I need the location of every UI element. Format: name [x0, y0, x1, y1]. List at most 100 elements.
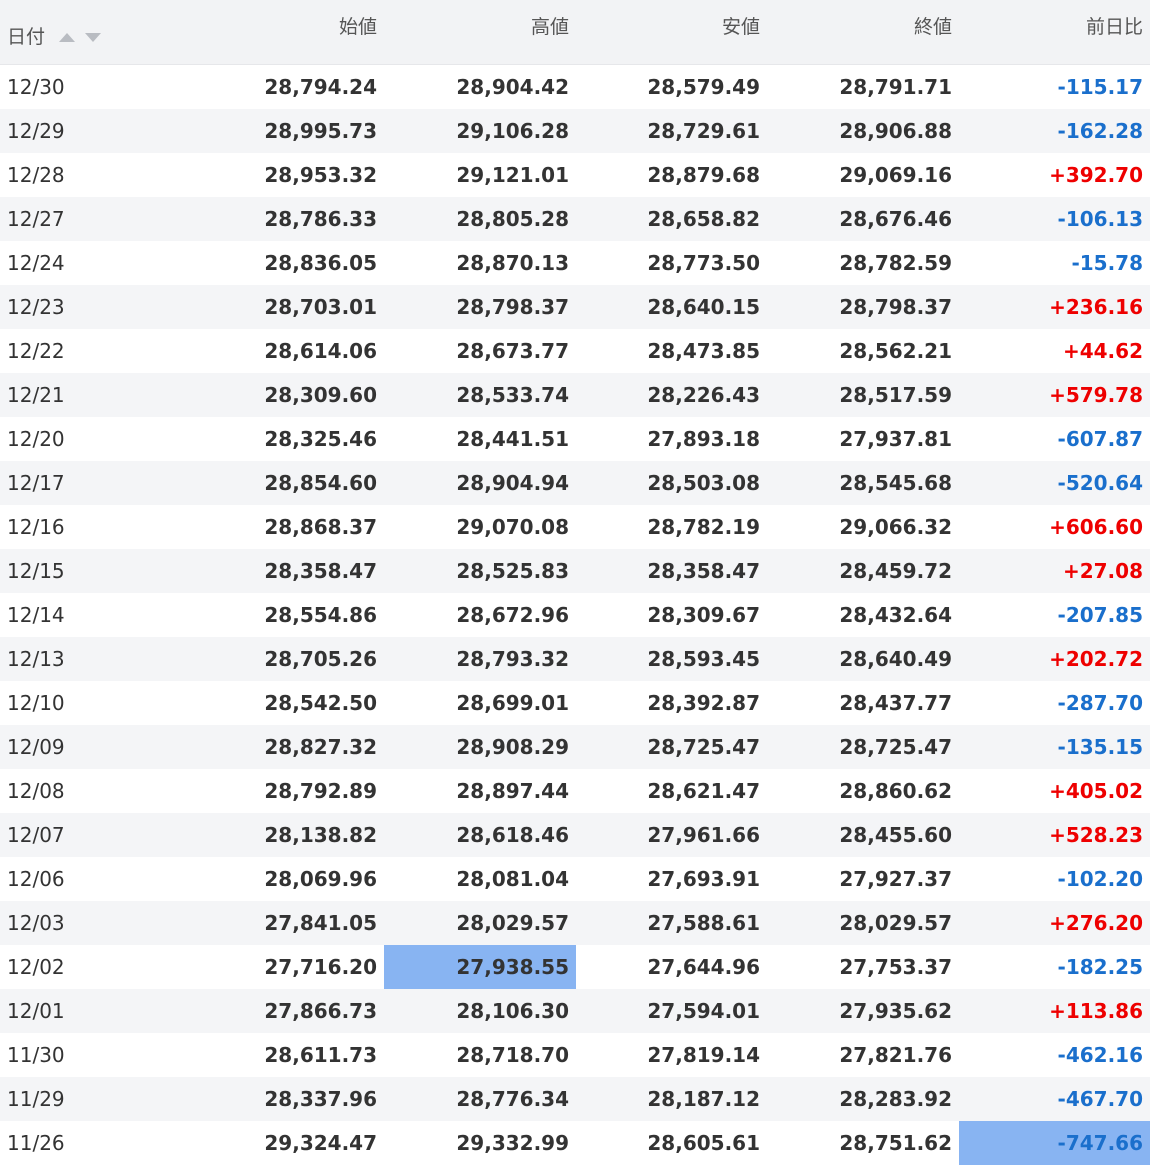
cell-open[interactable]: 28,138.82: [192, 813, 384, 857]
cell-open[interactable]: 28,554.86: [192, 593, 384, 637]
cell-change[interactable]: +405.02: [959, 769, 1150, 813]
cell-date[interactable]: 12/29: [0, 109, 192, 153]
cell-high[interactable]: 28,533.74: [384, 373, 576, 417]
cell-low[interactable]: 27,594.01: [576, 989, 767, 1033]
cell-high[interactable]: 29,070.08: [384, 505, 576, 549]
cell-low[interactable]: 27,644.96: [576, 945, 767, 989]
cell-low[interactable]: 27,819.14: [576, 1033, 767, 1077]
cell-high[interactable]: 28,908.29: [384, 725, 576, 769]
cell-date[interactable]: 12/10: [0, 681, 192, 725]
cell-change[interactable]: -102.20: [959, 857, 1150, 901]
header-low[interactable]: 安値: [576, 0, 767, 65]
cell-close[interactable]: 28,437.77: [767, 681, 959, 725]
cell-high[interactable]: 28,106.30: [384, 989, 576, 1033]
cell-date[interactable]: 12/20: [0, 417, 192, 461]
cell-high[interactable]: 29,121.01: [384, 153, 576, 197]
cell-high[interactable]: 28,904.94: [384, 461, 576, 505]
cell-close[interactable]: 27,935.62: [767, 989, 959, 1033]
cell-date[interactable]: 12/23: [0, 285, 192, 329]
cell-low[interactable]: 28,358.47: [576, 549, 767, 593]
cell-date[interactable]: 12/02: [0, 945, 192, 989]
cell-low[interactable]: 28,640.15: [576, 285, 767, 329]
cell-low[interactable]: 28,605.61: [576, 1121, 767, 1165]
cell-high[interactable]: 28,699.01: [384, 681, 576, 725]
cell-high[interactable]: 28,081.04: [384, 857, 576, 901]
cell-date[interactable]: 12/24: [0, 241, 192, 285]
cell-low[interactable]: 28,729.61: [576, 109, 767, 153]
cell-date[interactable]: 12/15: [0, 549, 192, 593]
cell-close[interactable]: 28,029.57: [767, 901, 959, 945]
cell-low[interactable]: 28,309.67: [576, 593, 767, 637]
cell-close[interactable]: 27,753.37: [767, 945, 959, 989]
cell-change[interactable]: -467.70: [959, 1077, 1150, 1121]
cell-change[interactable]: +113.86: [959, 989, 1150, 1033]
header-close[interactable]: 終値: [767, 0, 959, 65]
cell-change[interactable]: +44.62: [959, 329, 1150, 373]
cell-open[interactable]: 28,705.26: [192, 637, 384, 681]
cell-open[interactable]: 28,827.32: [192, 725, 384, 769]
cell-open[interactable]: 28,358.47: [192, 549, 384, 593]
cell-change[interactable]: -15.78: [959, 241, 1150, 285]
cell-change[interactable]: -747.66: [959, 1121, 1150, 1165]
cell-open[interactable]: 28,792.89: [192, 769, 384, 813]
cell-change[interactable]: -135.15: [959, 725, 1150, 769]
cell-open[interactable]: 28,953.32: [192, 153, 384, 197]
cell-open[interactable]: 28,794.24: [192, 65, 384, 110]
cell-close[interactable]: 28,798.37: [767, 285, 959, 329]
cell-change[interactable]: +392.70: [959, 153, 1150, 197]
cell-open[interactable]: 28,614.06: [192, 329, 384, 373]
cell-change[interactable]: +606.60: [959, 505, 1150, 549]
cell-low[interactable]: 28,782.19: [576, 505, 767, 549]
cell-close[interactable]: 28,640.49: [767, 637, 959, 681]
cell-high[interactable]: 28,441.51: [384, 417, 576, 461]
cell-date[interactable]: 12/06: [0, 857, 192, 901]
cell-change[interactable]: -207.85: [959, 593, 1150, 637]
cell-close[interactable]: 28,562.21: [767, 329, 959, 373]
cell-low[interactable]: 27,693.91: [576, 857, 767, 901]
cell-open[interactable]: 28,854.60: [192, 461, 384, 505]
cell-high[interactable]: 28,793.32: [384, 637, 576, 681]
cell-date[interactable]: 11/30: [0, 1033, 192, 1077]
cell-close[interactable]: 28,791.71: [767, 65, 959, 110]
cell-open[interactable]: 29,324.47: [192, 1121, 384, 1165]
cell-high[interactable]: 28,776.34: [384, 1077, 576, 1121]
cell-open[interactable]: 28,337.96: [192, 1077, 384, 1121]
cell-date[interactable]: 12/09: [0, 725, 192, 769]
cell-high[interactable]: 28,897.44: [384, 769, 576, 813]
cell-date[interactable]: 12/22: [0, 329, 192, 373]
cell-low[interactable]: 28,658.82: [576, 197, 767, 241]
cell-close[interactable]: 28,459.72: [767, 549, 959, 593]
cell-date[interactable]: 12/17: [0, 461, 192, 505]
cell-low[interactable]: 27,893.18: [576, 417, 767, 461]
cell-close[interactable]: 27,927.37: [767, 857, 959, 901]
cell-close[interactable]: 28,751.62: [767, 1121, 959, 1165]
cell-close[interactable]: 28,545.68: [767, 461, 959, 505]
cell-high[interactable]: 28,805.28: [384, 197, 576, 241]
cell-open[interactable]: 27,866.73: [192, 989, 384, 1033]
cell-low[interactable]: 28,392.87: [576, 681, 767, 725]
cell-high[interactable]: 28,798.37: [384, 285, 576, 329]
cell-close[interactable]: 28,725.47: [767, 725, 959, 769]
cell-close[interactable]: 27,821.76: [767, 1033, 959, 1077]
cell-change[interactable]: -115.17: [959, 65, 1150, 110]
cell-change[interactable]: +579.78: [959, 373, 1150, 417]
cell-date[interactable]: 11/29: [0, 1077, 192, 1121]
cell-close[interactable]: 28,906.88: [767, 109, 959, 153]
cell-change[interactable]: +528.23: [959, 813, 1150, 857]
cell-date[interactable]: 12/28: [0, 153, 192, 197]
cell-date[interactable]: 12/01: [0, 989, 192, 1033]
